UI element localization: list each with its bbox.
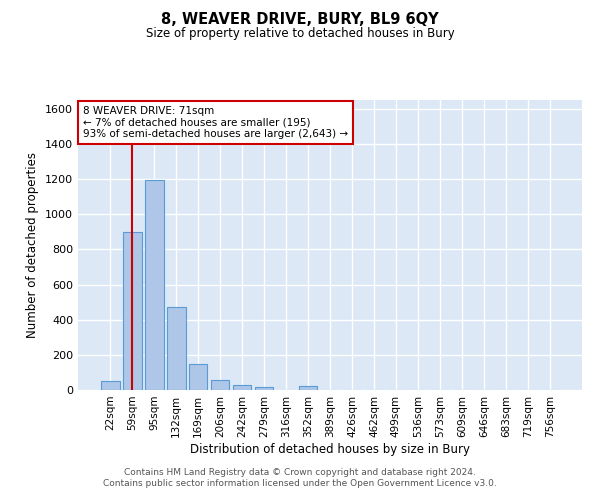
Bar bbox=[189, 364, 208, 390]
Bar bbox=[255, 387, 274, 390]
Bar bbox=[123, 232, 142, 390]
Bar bbox=[101, 381, 119, 390]
Text: 8 WEAVER DRIVE: 71sqm
← 7% of detached houses are smaller (195)
93% of semi-deta: 8 WEAVER DRIVE: 71sqm ← 7% of detached h… bbox=[83, 106, 348, 139]
Bar bbox=[233, 384, 251, 390]
Text: Contains HM Land Registry data © Crown copyright and database right 2024.
Contai: Contains HM Land Registry data © Crown c… bbox=[103, 468, 497, 487]
Text: Size of property relative to detached houses in Bury: Size of property relative to detached ho… bbox=[146, 28, 454, 40]
Y-axis label: Number of detached properties: Number of detached properties bbox=[26, 152, 40, 338]
X-axis label: Distribution of detached houses by size in Bury: Distribution of detached houses by size … bbox=[190, 442, 470, 456]
Bar bbox=[145, 180, 164, 390]
Text: 8, WEAVER DRIVE, BURY, BL9 6QY: 8, WEAVER DRIVE, BURY, BL9 6QY bbox=[161, 12, 439, 28]
Bar bbox=[299, 386, 317, 390]
Bar bbox=[211, 380, 229, 390]
Bar bbox=[167, 308, 185, 390]
